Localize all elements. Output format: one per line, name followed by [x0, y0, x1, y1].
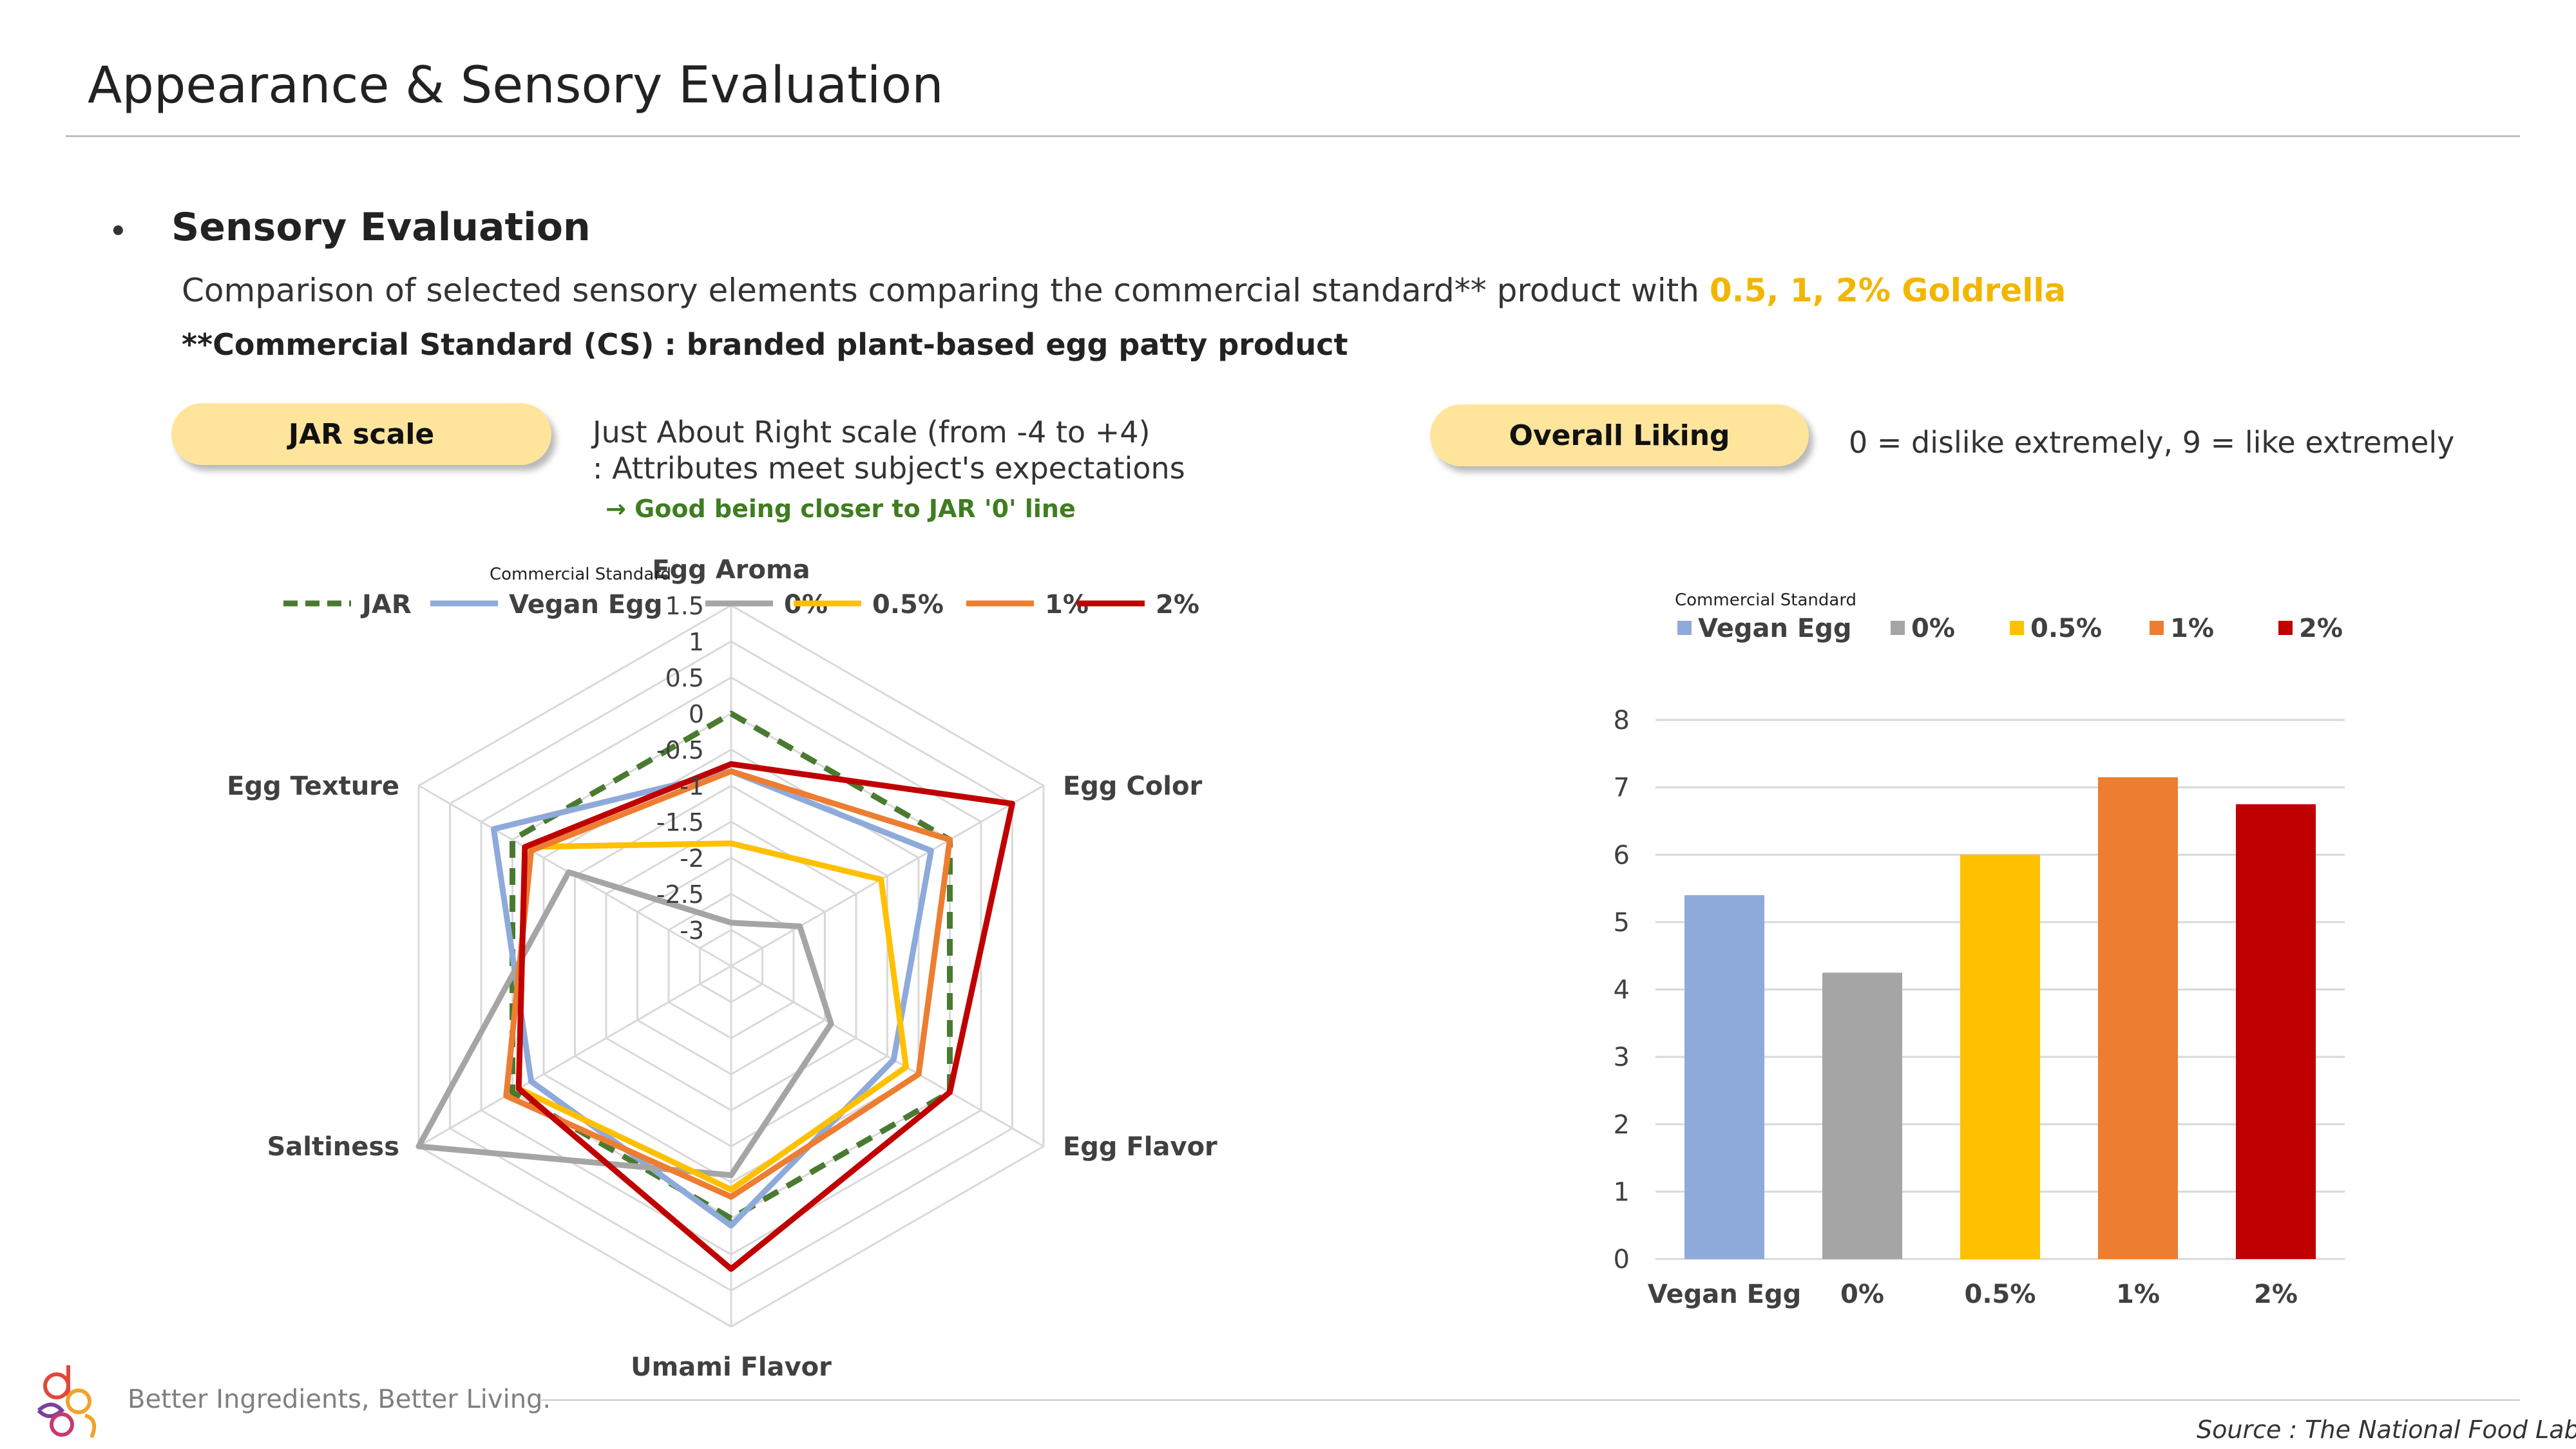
intro-highlight: 0.5, 1, 2% Goldrella: [1709, 272, 2066, 309]
radar-axis-label: Egg Flavor: [1063, 1132, 1217, 1162]
bar-y-tick-label: 3: [1614, 1043, 1630, 1072]
section-heading: Sensory Evaluation: [171, 205, 591, 250]
bar-legend-label: Vegan Egg: [1698, 614, 1852, 643]
bar-legend-caption: Commercial Standard: [1675, 591, 1856, 610]
radar-series-vegan-egg: [490, 768, 934, 1229]
radar-tick-label: 0: [689, 700, 704, 728]
bar-category-label: 1%: [2116, 1280, 2160, 1309]
radar-spoke: [418, 965, 732, 1148]
radar-tick-label: -2: [680, 844, 704, 873]
bar-legend-swatch: [2150, 621, 2164, 635]
bar-y-tick-label: 7: [1614, 773, 1630, 803]
overall-liking-pill: Overall Liking: [1430, 404, 1809, 466]
radar-series-0-: [415, 869, 834, 1179]
intro-text: Comparison of selected sensory elements …: [182, 272, 2066, 309]
radar-series-2-: [515, 761, 1015, 1272]
commercial-standard-note: **Commercial Standard (CS) : branded pla…: [182, 327, 1348, 362]
bar-y-tick-label: 8: [1614, 706, 1630, 735]
jar-description-line2: : Attributes meet subject's expectations: [593, 451, 1185, 486]
bar-category-label: 2%: [2254, 1280, 2298, 1309]
source-note: Source : The National Food Lab: [2197, 1416, 2576, 1444]
radar-legend-label: 0.5%: [872, 590, 944, 620]
bar-legend-label: 0.5%: [2030, 614, 2102, 643]
radar-axis-label: Egg Aroma: [652, 555, 810, 585]
bar-y-tick-label: 6: [1614, 840, 1630, 870]
radar-spoke: [730, 784, 1044, 967]
bar-vegan-egg: [1684, 895, 1764, 1259]
bar-y-tick-label: 2: [1614, 1110, 1630, 1140]
bar-y-tick-label: 1: [1614, 1177, 1630, 1207]
radar-chart: 1.5 1 0.5 0 -0.5 -1 -1.5 -2 -2.5 -3 Egg Aroma Egg C…: [227, 555, 1217, 1378]
bullet-icon: •: [108, 213, 128, 251]
bar-legend-swatch: [1677, 621, 1692, 635]
radar-tick-label: 1: [689, 628, 704, 656]
bar-legend-label: 1%: [2170, 614, 2214, 643]
intro-text-main: Comparison of selected sensory elements …: [182, 272, 1710, 309]
radar-legend-label: JAR: [360, 590, 412, 620]
title-divider: [66, 135, 2520, 137]
radar-tick-label: -3: [680, 916, 704, 945]
bar-y-tick-label: 0: [1614, 1245, 1630, 1274]
radar-axis-label: Egg Color: [1063, 772, 1203, 801]
desang-logo-icon: [26, 1359, 116, 1443]
bar-y-tick-label: 5: [1614, 908, 1630, 938]
bar-category-label: Vegan Egg: [1648, 1280, 1802, 1309]
radar-tick-label: 1.5: [665, 592, 704, 620]
liking-scale-description: 0 = dislike extremely, 9 = like extremel…: [1849, 425, 2455, 460]
jar-description-note: → Good being closer to JAR '0' line: [606, 495, 1076, 523]
bar-legend-swatch: [2010, 621, 2024, 635]
bar-2-: [2236, 804, 2316, 1259]
radar-legend-label: Vegan Egg: [509, 590, 663, 620]
bar-category-label: 0%: [1840, 1280, 1884, 1309]
jar-description-line1: Just About Right scale (from -4 to +4): [593, 415, 1150, 450]
radar-tick-label: -2.5: [656, 880, 704, 909]
radar-tick-label: -0.5: [656, 736, 704, 764]
bar-0-5-: [1960, 855, 2040, 1259]
radar-axis-label: Egg Texture: [227, 772, 399, 801]
tagline: Better Ingredients, Better Living.: [128, 1385, 551, 1414]
radar-legend-label: 2%: [1156, 590, 1199, 620]
radar-tick-label: -1: [680, 772, 704, 800]
radar-spoke: [730, 965, 1044, 1148]
bar-legend-label: 0%: [1911, 614, 1955, 643]
bar-legend-label: 2%: [2299, 614, 2343, 643]
radar-axis-label: Saltiness: [267, 1132, 399, 1162]
bar-1-: [2098, 777, 2178, 1259]
radar-series-1-: [503, 768, 953, 1200]
bar-chart: 0 1 2 3 4 5 6 7 8 Vegan Egg 0% 0.5% 1% 2% Commercial S…: [1614, 591, 2345, 1309]
bar-y-tick-label: 4: [1614, 976, 1630, 1005]
radar-tick-label: -1.5: [656, 808, 704, 837]
footer-divider: [541, 1399, 2520, 1401]
bar-legend-swatch: [2278, 621, 2293, 635]
page-title: Appearance & Sensory Evaluation: [88, 57, 944, 115]
bar-legend-swatch: [1891, 621, 1905, 635]
radar-tick-label: 0.5: [665, 664, 704, 692]
jar-scale-pill: JAR scale: [171, 403, 551, 465]
bar-category-label: 0.5%: [1965, 1280, 2036, 1309]
bar-0-: [1822, 972, 1902, 1259]
radar-legend-caption: Commercial Standard: [490, 565, 671, 584]
radar-axis-label: Umami Flavor: [631, 1352, 832, 1378]
